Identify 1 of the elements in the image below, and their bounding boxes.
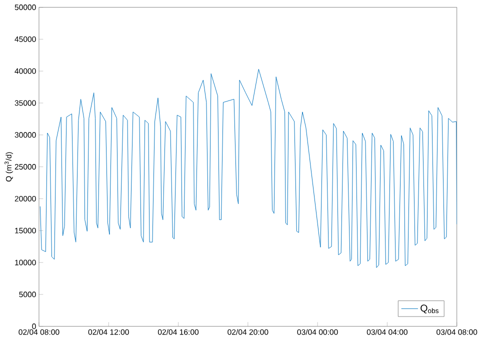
legend-label: Q$_{obs}$ (420, 304, 438, 314)
